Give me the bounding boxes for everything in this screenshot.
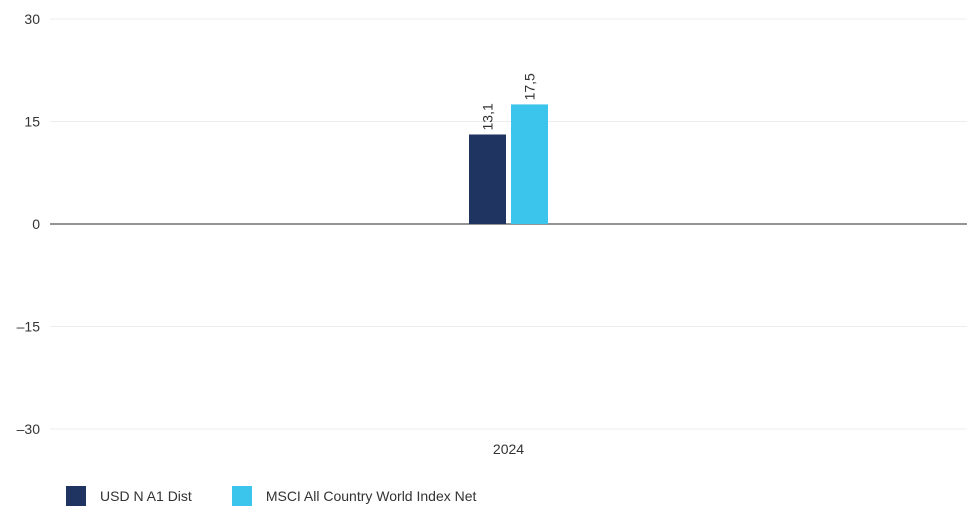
y-tick-label: 0 — [32, 216, 40, 232]
legend: USD N A1 Dist MSCI All Country World Ind… — [66, 486, 516, 506]
y-tick-label: –15 — [17, 319, 41, 335]
legend-swatch-series-1 — [66, 486, 86, 506]
gridlines — [50, 18, 967, 430]
bars — [469, 104, 548, 224]
legend-item-series-2: MSCI All Country World Index Net — [231, 486, 477, 506]
legend-swatch-series-2 — [231, 486, 252, 506]
x-axis-category-labels: 2024 — [493, 441, 524, 457]
legend-label-series-2: MSCI All Country World Index Net — [265, 488, 477, 504]
y-tick-label: 30 — [24, 11, 40, 27]
bar-series-2 — [511, 104, 548, 224]
data-label-series-2: 17,5 — [522, 73, 538, 100]
legend-label-series-1: USD N A1 Dist — [100, 488, 192, 504]
data-labels: 13,1 17,5 — [480, 73, 538, 131]
x-category-label: 2024 — [493, 441, 524, 457]
bar-series-1 — [469, 134, 506, 224]
y-tick-label: 15 — [24, 114, 40, 130]
y-tick-label: –30 — [17, 421, 41, 437]
legend-item-series-1: USD N A1 Dist — [66, 486, 192, 506]
data-label-series-1: 13,1 — [480, 103, 496, 130]
y-axis-tick-labels: 30 15 0 –15 –30 — [17, 11, 41, 437]
